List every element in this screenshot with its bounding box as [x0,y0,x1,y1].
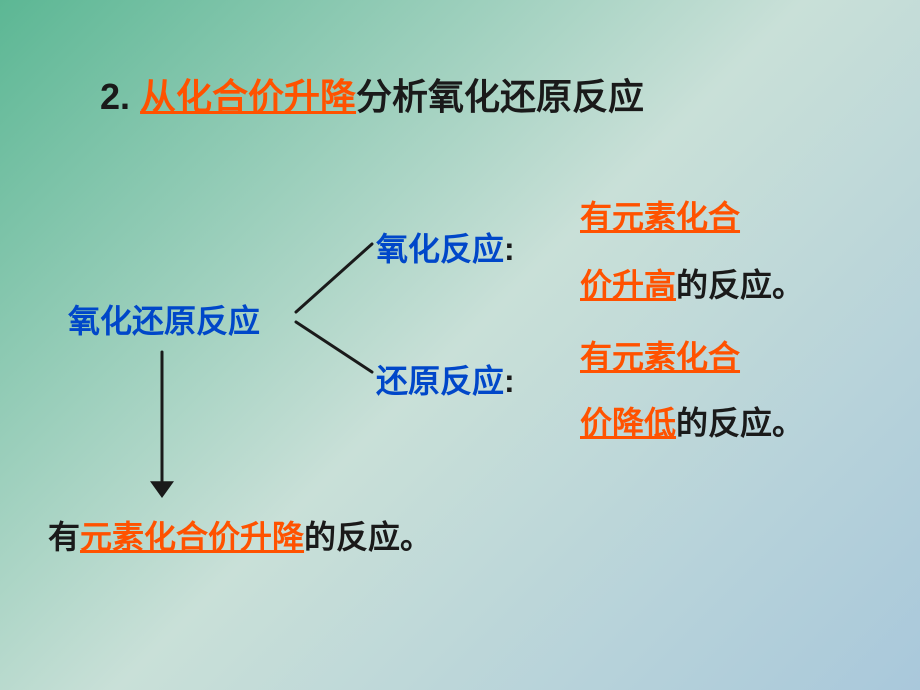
branch2-text: 还原反应 [376,363,504,399]
title-rest: 分析氧化还原反应 [356,76,644,117]
slide-root: 2. 从化合价升降分析氧化还原反应 氧化还原反应 氧化反应: 还原反应: 有元素… [0,0,920,690]
bottom-post: 的反应。 [304,519,432,555]
title-highlight: 从化合价升降 [140,76,356,117]
branch1-label: 氧化反应: [376,224,515,270]
branch2-label: 还原反应: [376,356,515,402]
def2-rest: 的反应。 [676,405,804,441]
title-number: 2. [100,76,140,117]
branch1-text: 氧化反应 [376,231,504,267]
bottom-line: 有元素化合价升降的反应。 [48,512,432,558]
slide-title: 2. 从化合价升降分析氧化还原反应 [100,68,644,120]
def2-line1: 有元素化合 [580,332,740,378]
branch1-colon: : [504,231,515,267]
def2-line2: 价降低的反应。 [580,398,804,444]
branch2-colon: : [504,363,515,399]
bottom-highlight: 元素化合价升降 [80,519,304,555]
def1-line2: 价升高的反应。 [580,260,804,306]
def2-highlight: 价降低 [580,405,676,441]
bottom-pre: 有 [48,519,80,555]
def1-line1: 有元素化合 [580,192,740,238]
root-label: 氧化还原反应 [68,296,260,342]
def1-highlight: 价升高 [580,267,676,303]
def1-rest: 的反应。 [676,267,804,303]
